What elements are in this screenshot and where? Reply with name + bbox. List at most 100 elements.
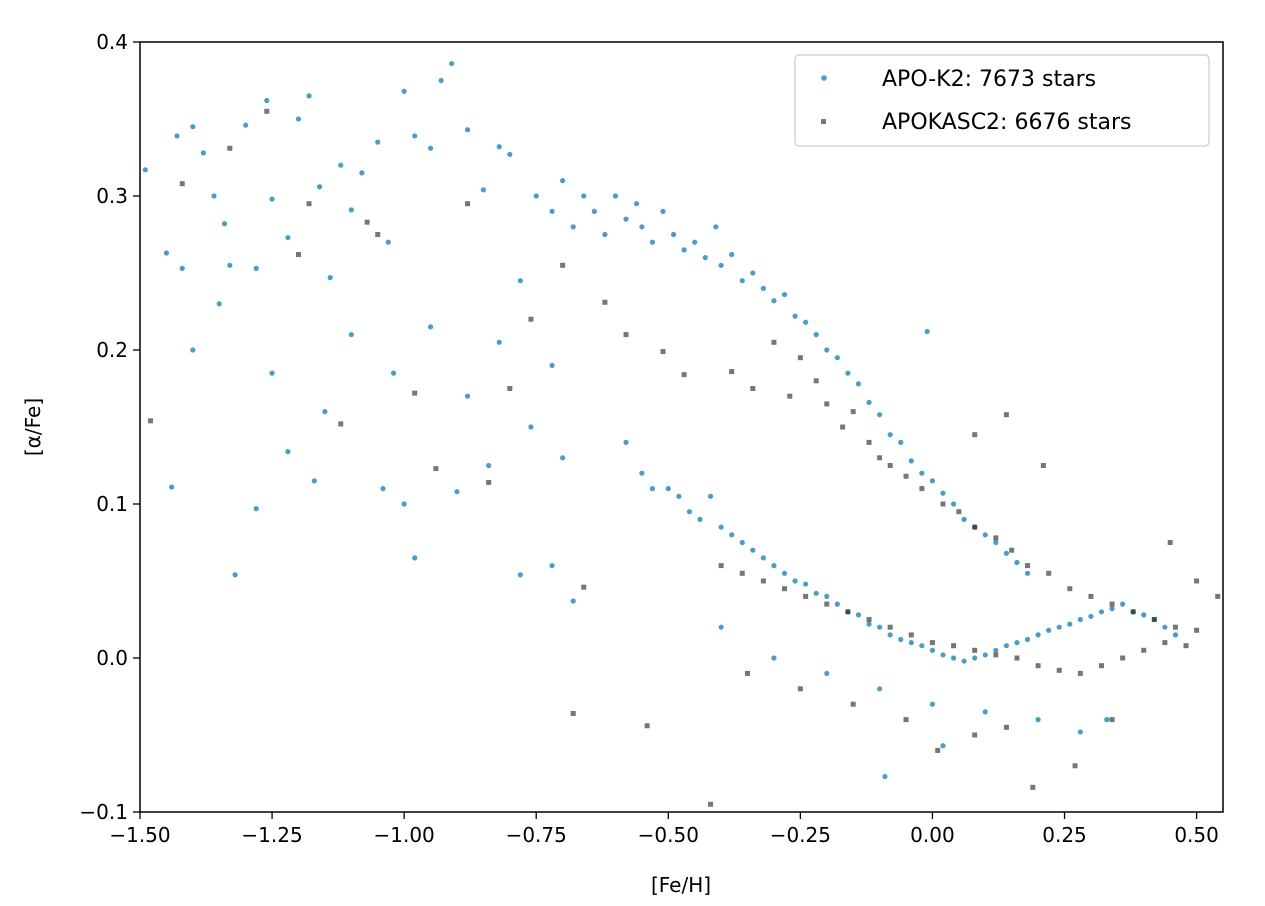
series-1-point-25 bbox=[750, 386, 756, 391]
series-1-point-13 bbox=[507, 386, 513, 391]
series-0-point-59 bbox=[549, 208, 555, 214]
series-1-point-53 bbox=[718, 563, 724, 569]
series-0-point-148 bbox=[1077, 616, 1083, 623]
series-0-point-166 bbox=[882, 773, 888, 780]
series-1-point-90 bbox=[1040, 463, 1046, 468]
series-0-point-94 bbox=[908, 458, 914, 464]
series-0-point-74 bbox=[702, 255, 708, 261]
series-0-point-121 bbox=[792, 578, 798, 584]
series-1-point-88 bbox=[972, 432, 978, 438]
legend: APO-K2: 7673 stars APOKASC2: 6676 stars bbox=[794, 54, 1210, 147]
series-1-point-68 bbox=[1035, 663, 1041, 669]
y-tick-label-3: 0.2 bbox=[96, 338, 128, 362]
series-0-point-67 bbox=[633, 201, 640, 207]
series-0-point-164 bbox=[1035, 717, 1041, 723]
series-0-point-9 bbox=[243, 122, 249, 128]
series-0-point-70 bbox=[660, 208, 666, 214]
series-0-point-156 bbox=[1162, 624, 1168, 630]
series-0-point-135 bbox=[940, 652, 946, 658]
series-1-point-67 bbox=[1014, 655, 1020, 661]
series-0-point-157 bbox=[1172, 632, 1179, 638]
series-1-point-49 bbox=[1151, 617, 1157, 622]
series-1-point-48 bbox=[1130, 609, 1136, 615]
series-1-point-2 bbox=[227, 145, 233, 151]
series-0-point-71 bbox=[670, 231, 677, 238]
series-0-point-141 bbox=[1003, 643, 1010, 649]
series-0-point-84 bbox=[803, 319, 809, 325]
series-0-point-149 bbox=[1088, 613, 1094, 620]
series-0-point-37 bbox=[380, 486, 386, 492]
series-0-point-33 bbox=[232, 572, 238, 578]
series-0-point-130 bbox=[887, 632, 893, 638]
series-0-point-8 bbox=[227, 262, 233, 268]
series-0-point-92 bbox=[887, 432, 893, 438]
series-0-point-144 bbox=[1035, 632, 1041, 638]
series-1-point-16 bbox=[570, 710, 576, 716]
series-1-point-6 bbox=[338, 421, 344, 427]
series-1-point-57 bbox=[803, 593, 809, 599]
series-0-point-143 bbox=[1024, 636, 1031, 643]
series-0-point-57 bbox=[560, 455, 566, 461]
series-1-point-41 bbox=[993, 535, 999, 541]
series-1-point-5 bbox=[306, 201, 312, 207]
series-0-point-108 bbox=[649, 486, 656, 492]
series-0-point-88 bbox=[845, 370, 851, 376]
series-1-point-43 bbox=[1025, 563, 1031, 569]
series-1-point-3 bbox=[264, 108, 270, 114]
series-0-point-138 bbox=[972, 655, 978, 661]
series-0-point-162 bbox=[929, 701, 936, 707]
series-1-point-47 bbox=[1109, 601, 1115, 607]
series-0-point-102 bbox=[993, 539, 999, 546]
series-1-point-77 bbox=[797, 686, 803, 692]
series-0-point-139 bbox=[982, 652, 988, 658]
series-0-point-85 bbox=[813, 332, 819, 338]
series-0-point-169 bbox=[1104, 717, 1110, 723]
series-0-point-68 bbox=[639, 224, 645, 230]
series-0-point-124 bbox=[824, 593, 830, 600]
x-tick-label-1: −1.25 bbox=[241, 823, 302, 847]
series-0-point-34 bbox=[253, 506, 259, 512]
series-0-point-151 bbox=[1109, 606, 1115, 612]
series-0-point-62 bbox=[581, 193, 587, 199]
series-0-point-146 bbox=[1056, 624, 1062, 630]
series-0-point-32 bbox=[169, 484, 175, 490]
series-0-point-36 bbox=[311, 478, 317, 484]
series-0-point-158 bbox=[718, 624, 724, 630]
series-0-point-78 bbox=[739, 278, 745, 284]
series-0-point-23 bbox=[401, 88, 407, 94]
y-tick-label-1: 0.0 bbox=[96, 646, 128, 670]
series-0-point-137 bbox=[961, 658, 967, 664]
series-1-point-0 bbox=[148, 418, 154, 424]
series-0-point-19 bbox=[348, 207, 354, 213]
series-0-point-18 bbox=[338, 162, 344, 168]
series-1-point-39 bbox=[956, 509, 962, 515]
series-0-point-13 bbox=[285, 234, 291, 241]
y-tick-label-4: 0.3 bbox=[96, 184, 128, 208]
x-tick-label-5: −0.25 bbox=[770, 823, 831, 847]
series-0-point-30 bbox=[496, 144, 502, 150]
series-0-point-119 bbox=[771, 563, 777, 569]
series-0-point-120 bbox=[781, 570, 788, 576]
y-tick-label-5: 0.4 bbox=[96, 30, 128, 54]
series-0-point-24 bbox=[412, 133, 418, 139]
series-1-point-30 bbox=[824, 401, 830, 407]
series-1-point-22 bbox=[681, 372, 687, 378]
series-0-point-10 bbox=[253, 265, 259, 271]
series-0-point-2 bbox=[174, 133, 180, 139]
series-0-point-64 bbox=[602, 231, 608, 238]
series-0-point-105 bbox=[1024, 570, 1031, 576]
series-0-point-101 bbox=[982, 532, 988, 538]
series-0-point-136 bbox=[950, 655, 957, 661]
x-tick-label-2: −1.00 bbox=[373, 823, 434, 847]
series-0-point-31 bbox=[507, 151, 513, 158]
series-1-point-83 bbox=[1030, 784, 1036, 790]
series-1-point-87 bbox=[1167, 540, 1173, 545]
series-0-point-116 bbox=[739, 539, 745, 546]
series-0-point-0 bbox=[142, 167, 148, 173]
series-0-point-12 bbox=[269, 196, 275, 202]
series-0-point-163 bbox=[982, 709, 988, 715]
series-0-point-69 bbox=[649, 239, 656, 245]
series-0-point-117 bbox=[750, 547, 756, 553]
legend-marker-apo-k2 bbox=[821, 75, 827, 81]
